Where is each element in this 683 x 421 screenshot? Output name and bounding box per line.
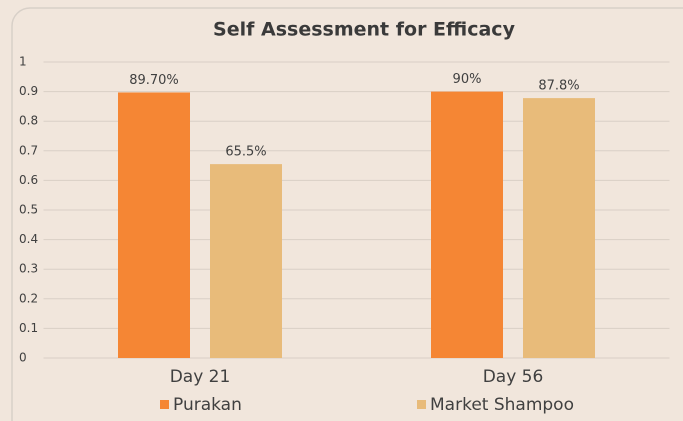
bar (431, 91, 503, 358)
bar (523, 98, 595, 358)
chart-title: Self Assessment for Efficacy (213, 19, 516, 41)
value-label: 90% (453, 72, 482, 87)
value-label: 87.8% (538, 79, 579, 94)
y-tick-label: 0.4 (19, 232, 38, 246)
y-tick-label: 0.6 (19, 173, 38, 187)
value-label: 89.70% (129, 73, 179, 88)
y-tick-label: 0.7 (19, 143, 38, 157)
legend-swatch (417, 400, 426, 409)
value-label: 65.5% (225, 145, 266, 160)
y-tick-label: 0.2 (19, 291, 38, 305)
y-tick-label: 0.9 (19, 84, 38, 98)
y-tick-label: 1 (19, 55, 27, 69)
bar (118, 92, 190, 358)
y-tick-label: 0.3 (19, 262, 38, 276)
y-tick-label: 0.8 (19, 114, 38, 128)
x-tick-label: Day 56 (483, 367, 544, 387)
bar (210, 164, 282, 358)
y-tick-label: 0 (19, 351, 27, 365)
legend-swatch (160, 400, 169, 409)
y-tick-label: 0.5 (19, 203, 38, 217)
legend-label: Purakan (173, 395, 242, 415)
y-tick-label: 0.1 (19, 321, 38, 335)
legend-label: Market Shampoo (430, 395, 574, 415)
x-tick-label: Day 21 (170, 367, 231, 387)
